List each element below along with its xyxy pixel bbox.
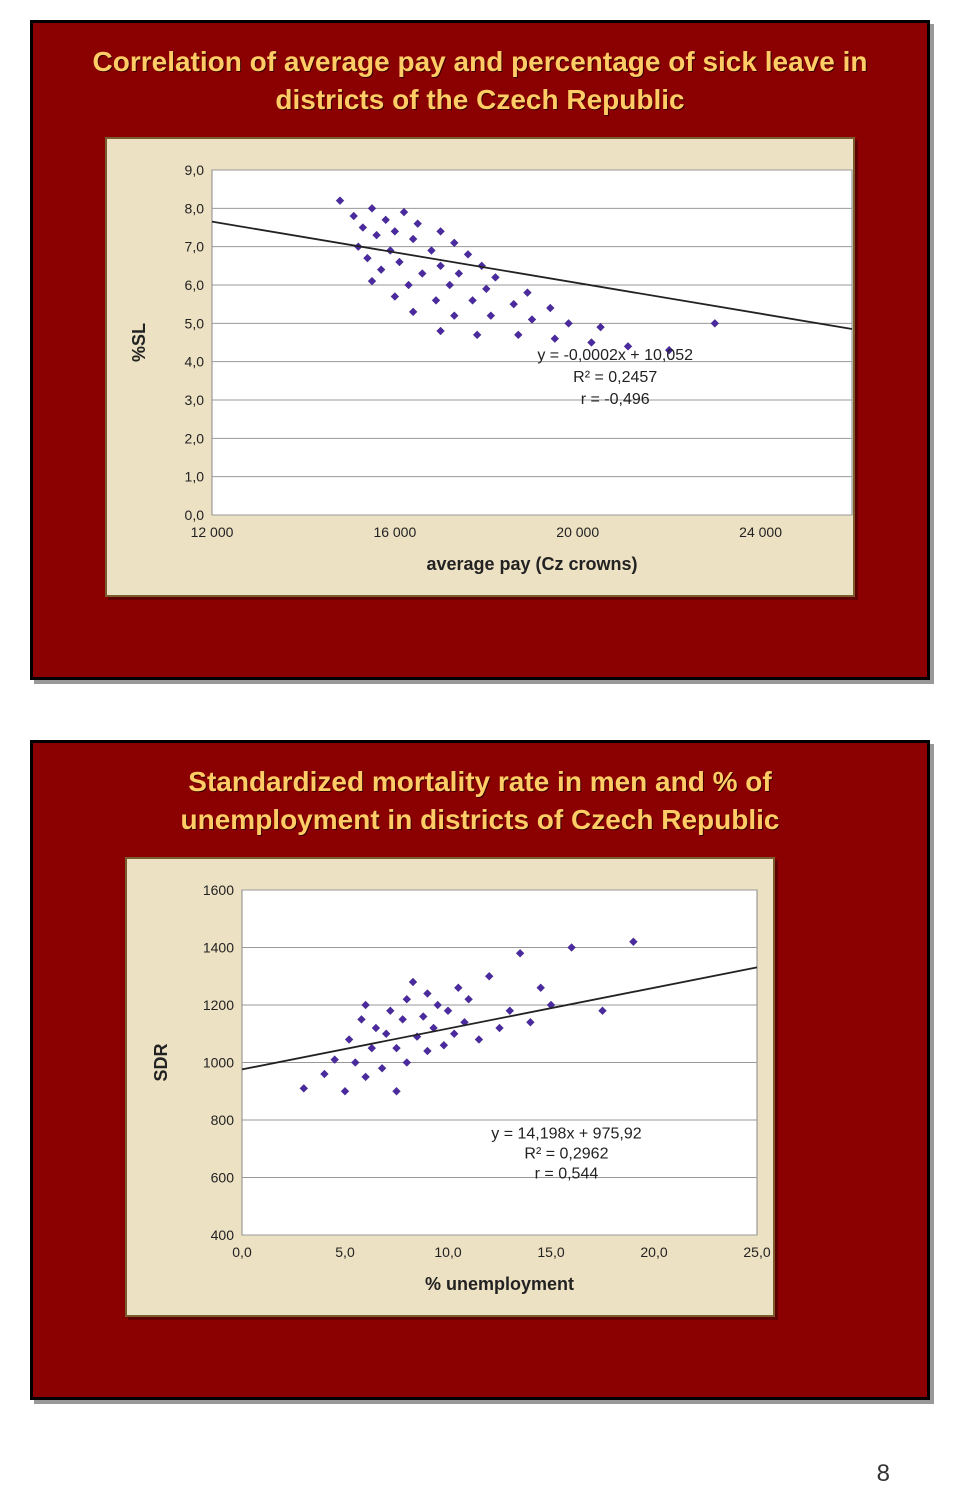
- svg-text:1200: 1200: [203, 997, 234, 1013]
- svg-text:400: 400: [211, 1227, 235, 1243]
- svg-text:10,0: 10,0: [434, 1244, 461, 1260]
- svg-text:12 000: 12 000: [191, 524, 234, 540]
- svg-text:20,0: 20,0: [640, 1244, 667, 1260]
- svg-text:7,0: 7,0: [185, 238, 205, 254]
- svg-text:3,0: 3,0: [185, 392, 205, 408]
- svg-text:1,0: 1,0: [185, 468, 205, 484]
- chart-frame: 0,0 1,0 2,0 3,0 4,0 5,0 6,0 7,0 8,0 9,0 12 000 16 0…: [105, 137, 855, 597]
- svg-text:2,0: 2,0: [185, 430, 205, 446]
- scatter-chart-sl-pay: 0,0 1,0 2,0 3,0 4,0 5,0 6,0 7,0 8,0 9,0 12 000 16 0…: [117, 155, 877, 585]
- svg-text:16 000: 16 000: [373, 524, 416, 540]
- svg-text:0,0: 0,0: [185, 507, 205, 523]
- svg-text:15,0: 15,0: [537, 1244, 564, 1260]
- chart-frame: 400 600 800 1000 1200 1400 1600 0,0 5,0 10,0 15,0 2…: [125, 857, 775, 1317]
- page-number: 8: [0, 1460, 890, 1488]
- svg-text:%SL: %SL: [129, 323, 149, 362]
- slide-1: Correlation of average pay and percentag…: [30, 20, 930, 680]
- svg-text:R² = 0,2457: R² = 0,2457: [573, 368, 657, 385]
- svg-text:5,0: 5,0: [185, 315, 205, 331]
- svg-text:1600: 1600: [203, 882, 234, 898]
- slide-title: Standardized mortality rate in men and %…: [85, 763, 875, 839]
- svg-text:r = 0,544: r = 0,544: [535, 1165, 599, 1182]
- svg-text:5,0: 5,0: [335, 1244, 355, 1260]
- svg-text:24 000: 24 000: [739, 524, 782, 540]
- svg-text:6,0: 6,0: [185, 277, 205, 293]
- slide-2: Standardized mortality rate in men and %…: [30, 740, 930, 1400]
- svg-text:8,0: 8,0: [185, 200, 205, 216]
- svg-text:% unemployment: % unemployment: [425, 1274, 574, 1294]
- svg-text:800: 800: [211, 1112, 235, 1128]
- svg-text:y = 14,198x + 975,92: y = 14,198x + 975,92: [491, 1125, 641, 1142]
- svg-text:0,0: 0,0: [232, 1244, 252, 1260]
- svg-text:R² = 0,2962: R² = 0,2962: [524, 1145, 608, 1162]
- scatter-chart-sdr-unemp: 400 600 800 1000 1200 1400 1600 0,0 5,0 10,0 15,0 2…: [137, 875, 777, 1305]
- svg-text:r = -0,496: r = -0,496: [581, 390, 650, 407]
- svg-text:20 000: 20 000: [556, 524, 599, 540]
- svg-text:1400: 1400: [203, 939, 234, 955]
- svg-text:1000: 1000: [203, 1054, 234, 1070]
- svg-text:y = -0,0002x + 10,052: y = -0,0002x + 10,052: [537, 346, 693, 363]
- svg-text:600: 600: [211, 1169, 235, 1185]
- svg-text:9,0: 9,0: [185, 162, 205, 178]
- slide-title: Correlation of average pay and percentag…: [85, 43, 875, 119]
- svg-text:SDR: SDR: [151, 1043, 171, 1081]
- svg-text:4,0: 4,0: [185, 353, 205, 369]
- svg-text:average pay (Cz crowns): average pay (Cz crowns): [426, 554, 637, 574]
- svg-text:25,0: 25,0: [743, 1244, 770, 1260]
